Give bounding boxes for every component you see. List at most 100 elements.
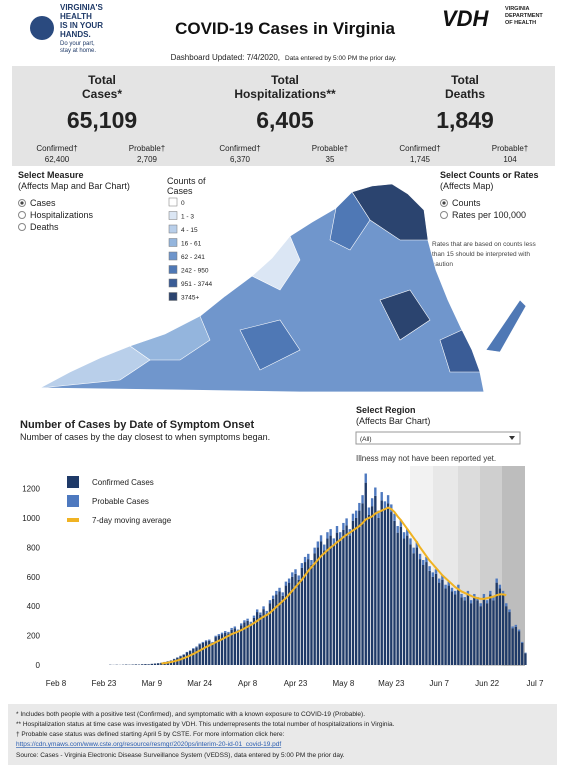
vdh-sub: OF HEALTH	[505, 20, 536, 26]
bar	[198, 643, 201, 645]
bar	[517, 631, 521, 665]
radio-label[interactable]: Cases	[30, 198, 56, 208]
bar	[214, 635, 217, 638]
map[interactable]	[39, 183, 527, 393]
bar	[326, 538, 329, 665]
bar	[383, 501, 387, 510]
bar	[386, 503, 390, 665]
radio-label[interactable]: Deaths	[30, 222, 59, 232]
bar	[450, 591, 454, 665]
bar	[259, 615, 262, 665]
bar	[281, 595, 284, 665]
bar	[185, 652, 189, 665]
bar	[281, 592, 284, 596]
bar	[409, 544, 412, 665]
legend-label: 16 - 61	[181, 241, 202, 248]
bar	[284, 581, 288, 586]
bar	[431, 572, 435, 577]
footnote-source: Source: Cases - Virginia Electronic Dise…	[16, 752, 345, 759]
radio-label[interactable]: Counts	[452, 198, 481, 208]
bar	[278, 591, 281, 665]
legend-label: 1 - 3	[181, 214, 194, 221]
bar	[354, 510, 358, 518]
logo-tag: stay at home.	[60, 48, 96, 54]
bar	[150, 663, 153, 665]
confirmed-value: 62,400	[45, 155, 70, 164]
bar	[489, 590, 492, 595]
bar	[524, 653, 527, 665]
county	[439, 329, 481, 373]
stats: TotalCases*65,109Confirmed†62,400Probabl…	[36, 73, 528, 164]
rates-options[interactable]: Counts Rates per 100,000	[440, 198, 527, 220]
bar	[204, 640, 208, 642]
footnote-link[interactable]: https://cdn.ymaws.com/www.cste.org/resou…	[16, 741, 281, 748]
bar	[450, 587, 454, 592]
logo: VIRGINIA'S HEALTH IS IN YOUR HANDS. Do y…	[30, 3, 103, 54]
bar	[224, 631, 227, 633]
region-dropdown[interactable]: (All)	[355, 431, 521, 445]
bar	[303, 556, 307, 563]
bar	[415, 547, 419, 665]
stat-value: 1,849	[436, 107, 494, 133]
bar	[275, 594, 278, 665]
bar	[262, 606, 265, 610]
bar	[386, 495, 390, 504]
bar	[524, 652, 527, 654]
bar	[521, 641, 524, 643]
bar	[188, 651, 192, 665]
radio-label[interactable]: Hospitalizations	[30, 210, 94, 220]
bar	[415, 541, 419, 548]
legend-swatch	[168, 292, 178, 301]
bar	[294, 569, 297, 574]
bar	[469, 600, 473, 604]
probable-value: 104	[503, 155, 517, 164]
bar	[495, 578, 498, 583]
radio[interactable]	[18, 211, 26, 219]
radio[interactable]	[440, 211, 448, 219]
bar	[195, 646, 198, 648]
bar	[246, 620, 249, 665]
vdh-logo: VDH	[442, 6, 490, 31]
county	[329, 191, 371, 251]
bar	[156, 663, 160, 665]
bar	[179, 656, 182, 665]
bar	[479, 603, 482, 607]
bar	[485, 603, 489, 665]
bar	[220, 634, 224, 665]
radio[interactable]	[18, 223, 26, 231]
bar	[425, 556, 428, 563]
bar	[377, 517, 380, 665]
bar	[141, 664, 144, 665]
bar	[153, 663, 157, 665]
x-tick-label: Jun 7	[429, 679, 449, 688]
bar	[227, 633, 230, 665]
bar	[144, 664, 147, 665]
confirmed-label: Confirmed†	[219, 144, 260, 153]
bar	[134, 664, 138, 665]
bar	[351, 513, 355, 521]
dropdown-arrow	[509, 436, 515, 440]
bar	[255, 612, 259, 665]
bar	[374, 487, 377, 496]
bar	[182, 654, 185, 665]
bar	[243, 622, 246, 665]
probable-value: 35	[326, 155, 335, 164]
measure-options[interactable]: Cases Hospitalizations Deaths	[18, 198, 94, 232]
bar	[217, 635, 221, 665]
chart-subtitle: Number of cases by the day closest to wh…	[20, 432, 270, 442]
bar	[393, 520, 396, 665]
bar	[457, 588, 460, 665]
bar	[335, 526, 339, 533]
moving-average-line	[161, 506, 507, 665]
bar	[428, 570, 431, 665]
stat-title: Total	[88, 73, 116, 87]
legend-swatch	[168, 197, 178, 207]
bar	[447, 585, 450, 665]
bar	[240, 623, 243, 626]
plot: 0 200 400 600 800 1000 1200 Feb 8 Feb 23 Mar 9 Mar…	[22, 473, 544, 688]
radio-label[interactable]: Rates per 100,000	[452, 210, 526, 220]
bar	[402, 532, 406, 539]
bar	[220, 632, 224, 635]
county	[251, 235, 301, 291]
